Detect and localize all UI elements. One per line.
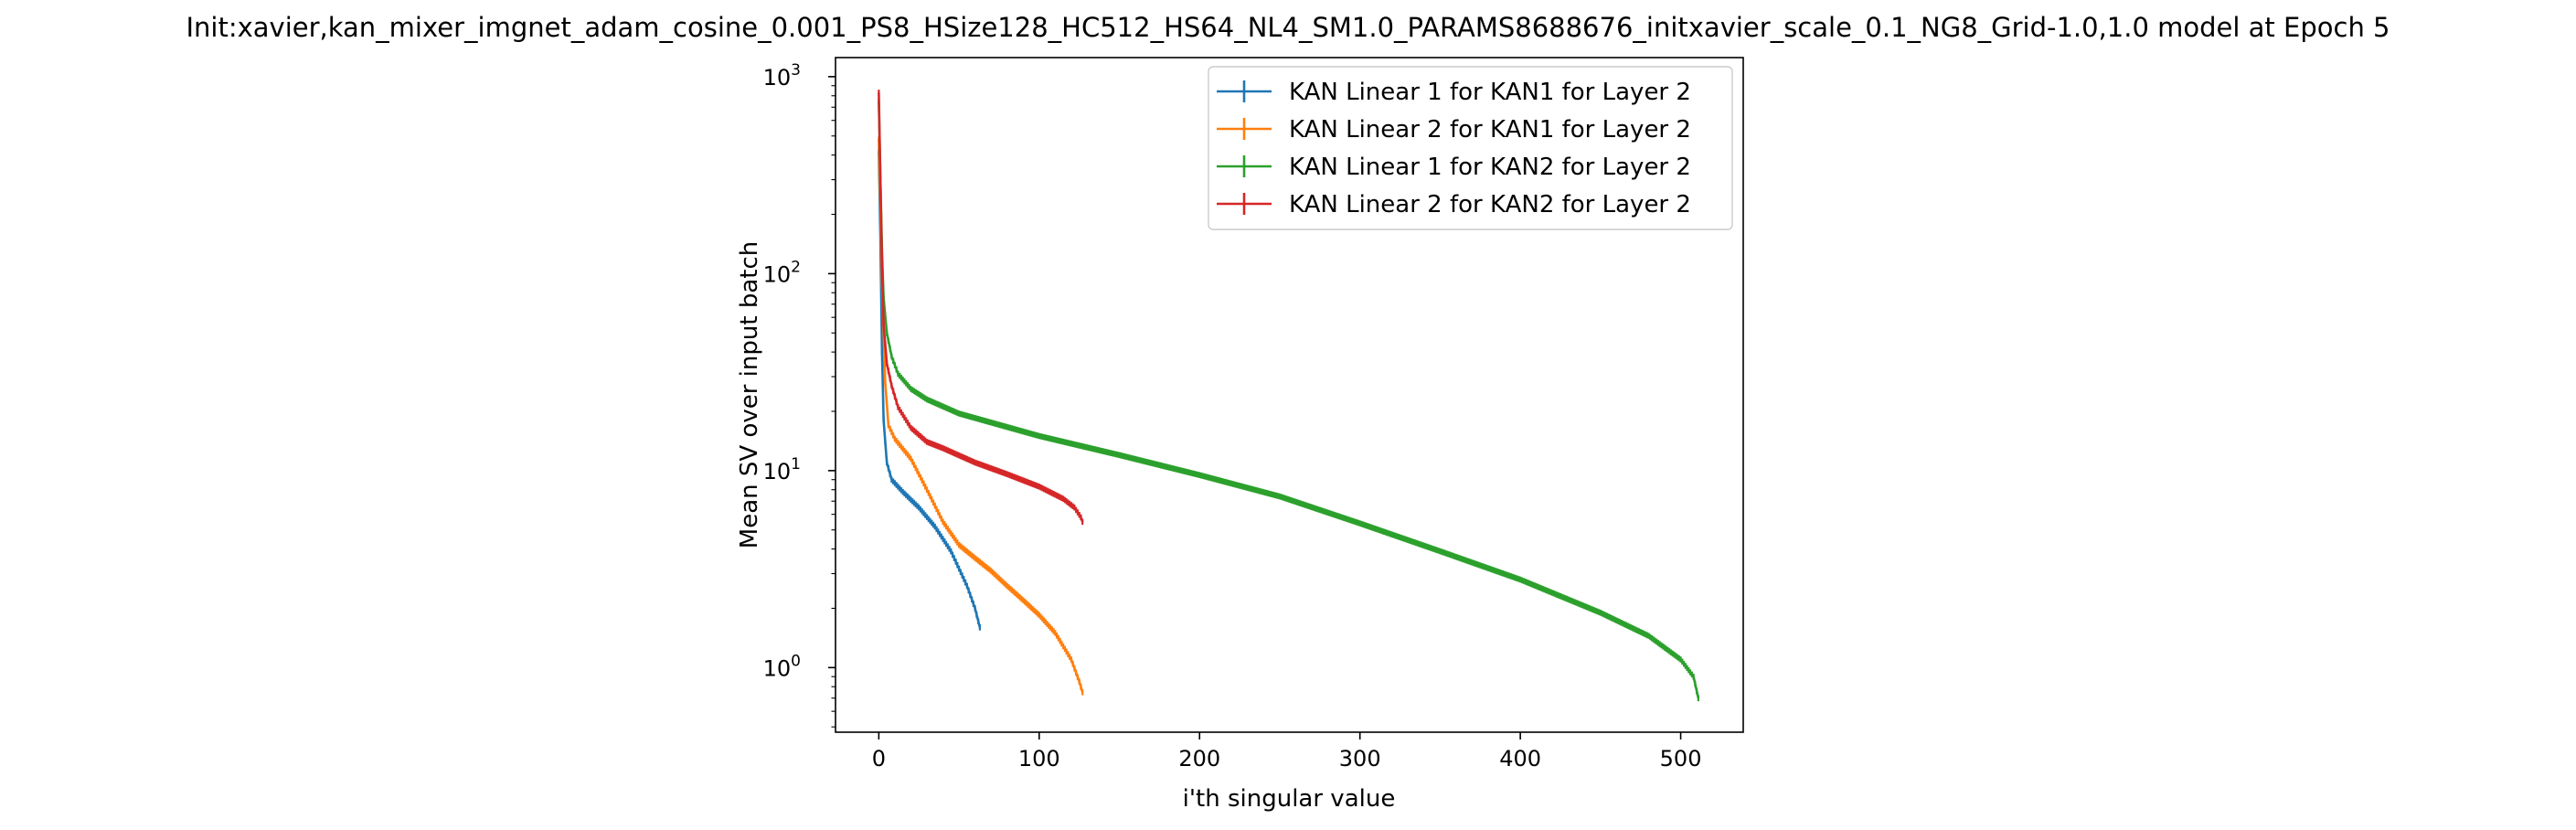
series-2	[878, 136, 1084, 696]
plot-series	[878, 90, 1700, 702]
legend-item: KAN Linear 1 for KAN1 for Layer 2	[1217, 79, 1691, 106]
x-tick-label: 200	[1178, 746, 1220, 771]
chart-title: Init:xavier,kan_mixer_imgnet_adam_cosine…	[186, 12, 2390, 43]
x-tick-label: 500	[1660, 746, 1702, 771]
y-tick-exponent: 0	[791, 652, 801, 670]
x-axis: 0 100 200 300 400 500	[872, 732, 1702, 771]
y-tick-exponent: 1	[791, 455, 801, 474]
legend-label: KAN Linear 1 for KAN2 for Layer 2	[1289, 154, 1691, 181]
series-1	[878, 147, 982, 631]
y-axis-label: Mean SV over input batch	[736, 241, 763, 548]
plot-frame	[835, 57, 1744, 733]
legend-item: KAN Linear 2 for KAN2 for Layer 2	[1217, 191, 1691, 218]
legend: KAN Linear 1 for KAN1 for Layer 2 KAN Lin…	[1208, 66, 1733, 230]
y-tick-label: 102	[763, 258, 801, 287]
legend-item: KAN Linear 2 for KAN1 for Layer 2	[1217, 116, 1691, 144]
y-tick-label: 103	[763, 61, 801, 90]
legend-label: KAN Linear 2 for KAN1 for Layer 2	[1289, 116, 1691, 144]
legend-box	[1208, 66, 1733, 230]
x-axis-label: i'th singular value	[1183, 785, 1396, 813]
y-tick-exponent: 3	[791, 61, 801, 80]
series-3	[878, 98, 1700, 702]
y-tick-exponent: 2	[791, 258, 801, 276]
y-tick-label: 101	[763, 455, 801, 484]
legend-label: KAN Linear 2 for KAN2 for Layer 2	[1289, 191, 1691, 218]
series-line	[878, 139, 1084, 693]
x-tick-label: 0	[872, 746, 886, 771]
series-4	[878, 90, 1084, 526]
x-tick-label: 400	[1499, 746, 1541, 771]
x-tick-label: 100	[1018, 746, 1060, 771]
x-tick-label: 300	[1339, 746, 1381, 771]
y-tick-label: 100	[763, 652, 801, 681]
legend-label: KAN Linear 1 for KAN1 for Layer 2	[1289, 79, 1691, 106]
legend-item: KAN Linear 1 for KAN2 for Layer 2	[1217, 154, 1691, 181]
